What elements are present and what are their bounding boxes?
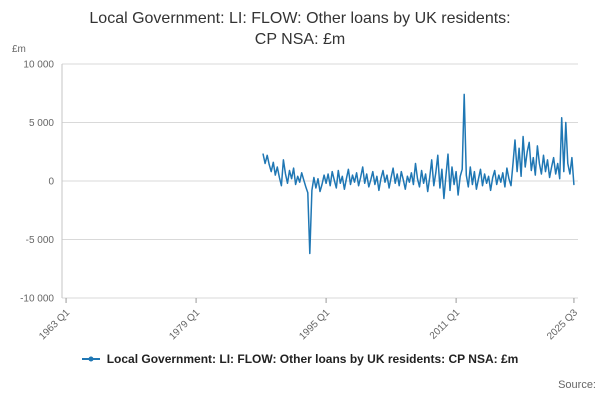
gridlines: 10 000 5 000 0 -5 000 -10 000 — [20, 60, 578, 305]
x-tick-label: 1995 Q1 — [297, 307, 332, 342]
y-tick-label: 10 000 — [23, 60, 54, 71]
chart-title: Local Government: LI: FLOW: Other loans … — [0, 8, 600, 50]
chart-title-line2: CP NSA: £m — [254, 31, 346, 48]
legend-line-marker-icon — [81, 356, 100, 362]
series-line — [262, 93, 575, 255]
y-tick-label: 0 — [48, 177, 54, 188]
y-tick-label: 5 000 — [29, 118, 54, 129]
x-tick-label: 2011 Q1 — [428, 307, 463, 342]
legend-item[interactable]: Local Government: LI: FLOW: Other loans … — [0, 352, 600, 366]
y-axis-unit-label: £m — [12, 44, 26, 55]
y-tick-label: -5 000 — [26, 235, 55, 246]
source-label: Source: — [558, 379, 596, 391]
y-tick-label: -10 000 — [20, 294, 54, 305]
x-tick-label: 1963 Q1 — [37, 307, 72, 342]
x-tick-label: 2025 Q3 — [545, 307, 580, 342]
chart-title-line1: Local Government: LI: FLOW: Other loans … — [89, 10, 511, 27]
x-tick-label: 1979 Q1 — [167, 307, 202, 342]
legend-label: Local Government: LI: FLOW: Other loans … — [106, 352, 519, 366]
